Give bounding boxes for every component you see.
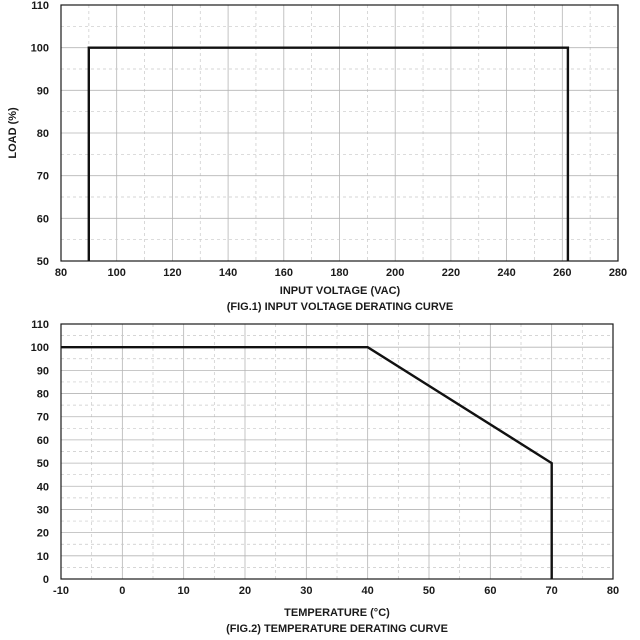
input-voltage-derating-chart: 80 100 120 140 160 180 200 220 240 260 280 50 60 70 80… bbox=[7, 0, 627, 313]
chart2-y-tick-label: 90 bbox=[37, 365, 49, 377]
chart1-x-tick-label: 260 bbox=[553, 267, 571, 279]
chart1-x-tick-label: 140 bbox=[219, 267, 237, 279]
chart2-y-tick-label: 10 bbox=[37, 551, 49, 563]
temperature-derating-chart: -10 0 10 20 30 40 50 60 70 80 0 10 20 30 40 50 60 70 80 90 1… bbox=[31, 319, 619, 635]
chart2-grid bbox=[61, 324, 613, 579]
chart1-x-tick-label: 280 bbox=[609, 267, 627, 279]
chart2-x-tick-label: 70 bbox=[546, 585, 558, 597]
chart2-x-tick-label: 30 bbox=[300, 585, 312, 597]
chart2-caption: (FIG.2) TEMPERATURE DERATING CURVE bbox=[226, 623, 448, 635]
chart2-x-tick-label: 20 bbox=[239, 585, 251, 597]
chart1-x-tick-label: 220 bbox=[442, 267, 460, 279]
chart2-x-axis-label: TEMPERATURE (°C) bbox=[284, 607, 390, 619]
chart2-x-tick-label: 50 bbox=[423, 585, 435, 597]
chart2-derating-line bbox=[61, 346, 553, 579]
chart1-x-tick-label: 80 bbox=[55, 267, 67, 279]
chart1-caption: (FIG.1) INPUT VOLTAGE DERATING CURVE bbox=[227, 301, 454, 313]
chart1-tick-labels: 80 100 120 140 160 180 200 220 240 260 280 50 60 70 80… bbox=[31, 0, 628, 279]
chart2-plot-area bbox=[60, 323, 614, 580]
chart1-series-layer bbox=[87, 46, 570, 261]
chart2-y-tick-label: 100 bbox=[31, 342, 49, 354]
chart1-x-tick-label: 100 bbox=[108, 267, 126, 279]
chart1-y-axis-label: LOAD (%) bbox=[7, 107, 19, 159]
chart1-derating-line bbox=[87, 46, 570, 261]
chart1-plot-area bbox=[60, 4, 619, 262]
chart2-y-tick-label: 110 bbox=[31, 319, 49, 331]
chart2-x-tick-label: 80 bbox=[607, 585, 619, 597]
chart1-x-tick-label: 240 bbox=[497, 267, 515, 279]
chart2-x-tick-label: 60 bbox=[484, 585, 496, 597]
chart1-y-tick-label: 70 bbox=[37, 171, 49, 183]
chart1-grid bbox=[61, 5, 618, 261]
chart2-x-tick-label: 0 bbox=[119, 585, 125, 597]
chart2-x-tick-label: 10 bbox=[178, 585, 190, 597]
chart2-y-tick-label: 80 bbox=[37, 389, 49, 401]
chart2-x-tick-label: -10 bbox=[53, 585, 69, 597]
chart1-y-tick-label: 100 bbox=[31, 43, 49, 55]
chart2-tick-labels: -10 0 10 20 30 40 50 60 70 80 0 10 20 30 40 50 60 70 80 90 1… bbox=[31, 319, 619, 597]
chart1-x-tick-label: 120 bbox=[163, 267, 181, 279]
chart2-series-layer bbox=[61, 346, 553, 579]
chart2-y-tick-label: 30 bbox=[37, 504, 49, 516]
chart1-x-tick-label: 180 bbox=[330, 267, 348, 279]
chart2-y-tick-label: 50 bbox=[37, 458, 49, 470]
chart2-y-tick-label: 60 bbox=[37, 435, 49, 447]
chart1-y-tick-label: 80 bbox=[37, 128, 49, 140]
chart1-y-tick-label: 110 bbox=[31, 0, 49, 12]
chart2-y-tick-label: 20 bbox=[37, 528, 49, 540]
chart1-x-axis-label: INPUT VOLTAGE (VAC) bbox=[280, 285, 401, 297]
chart1-y-tick-label: 50 bbox=[37, 256, 49, 268]
chart1-x-tick-label: 160 bbox=[275, 267, 293, 279]
chart2-y-tick-label: 40 bbox=[37, 481, 49, 493]
chart2-x-tick-label: 40 bbox=[362, 585, 374, 597]
chart2-y-tick-label: 0 bbox=[43, 574, 49, 586]
chart1-x-tick-label: 200 bbox=[386, 267, 404, 279]
chart1-y-tick-label: 90 bbox=[37, 85, 49, 97]
chart1-y-tick-label: 60 bbox=[37, 213, 49, 225]
chart2-y-tick-label: 70 bbox=[37, 412, 49, 424]
